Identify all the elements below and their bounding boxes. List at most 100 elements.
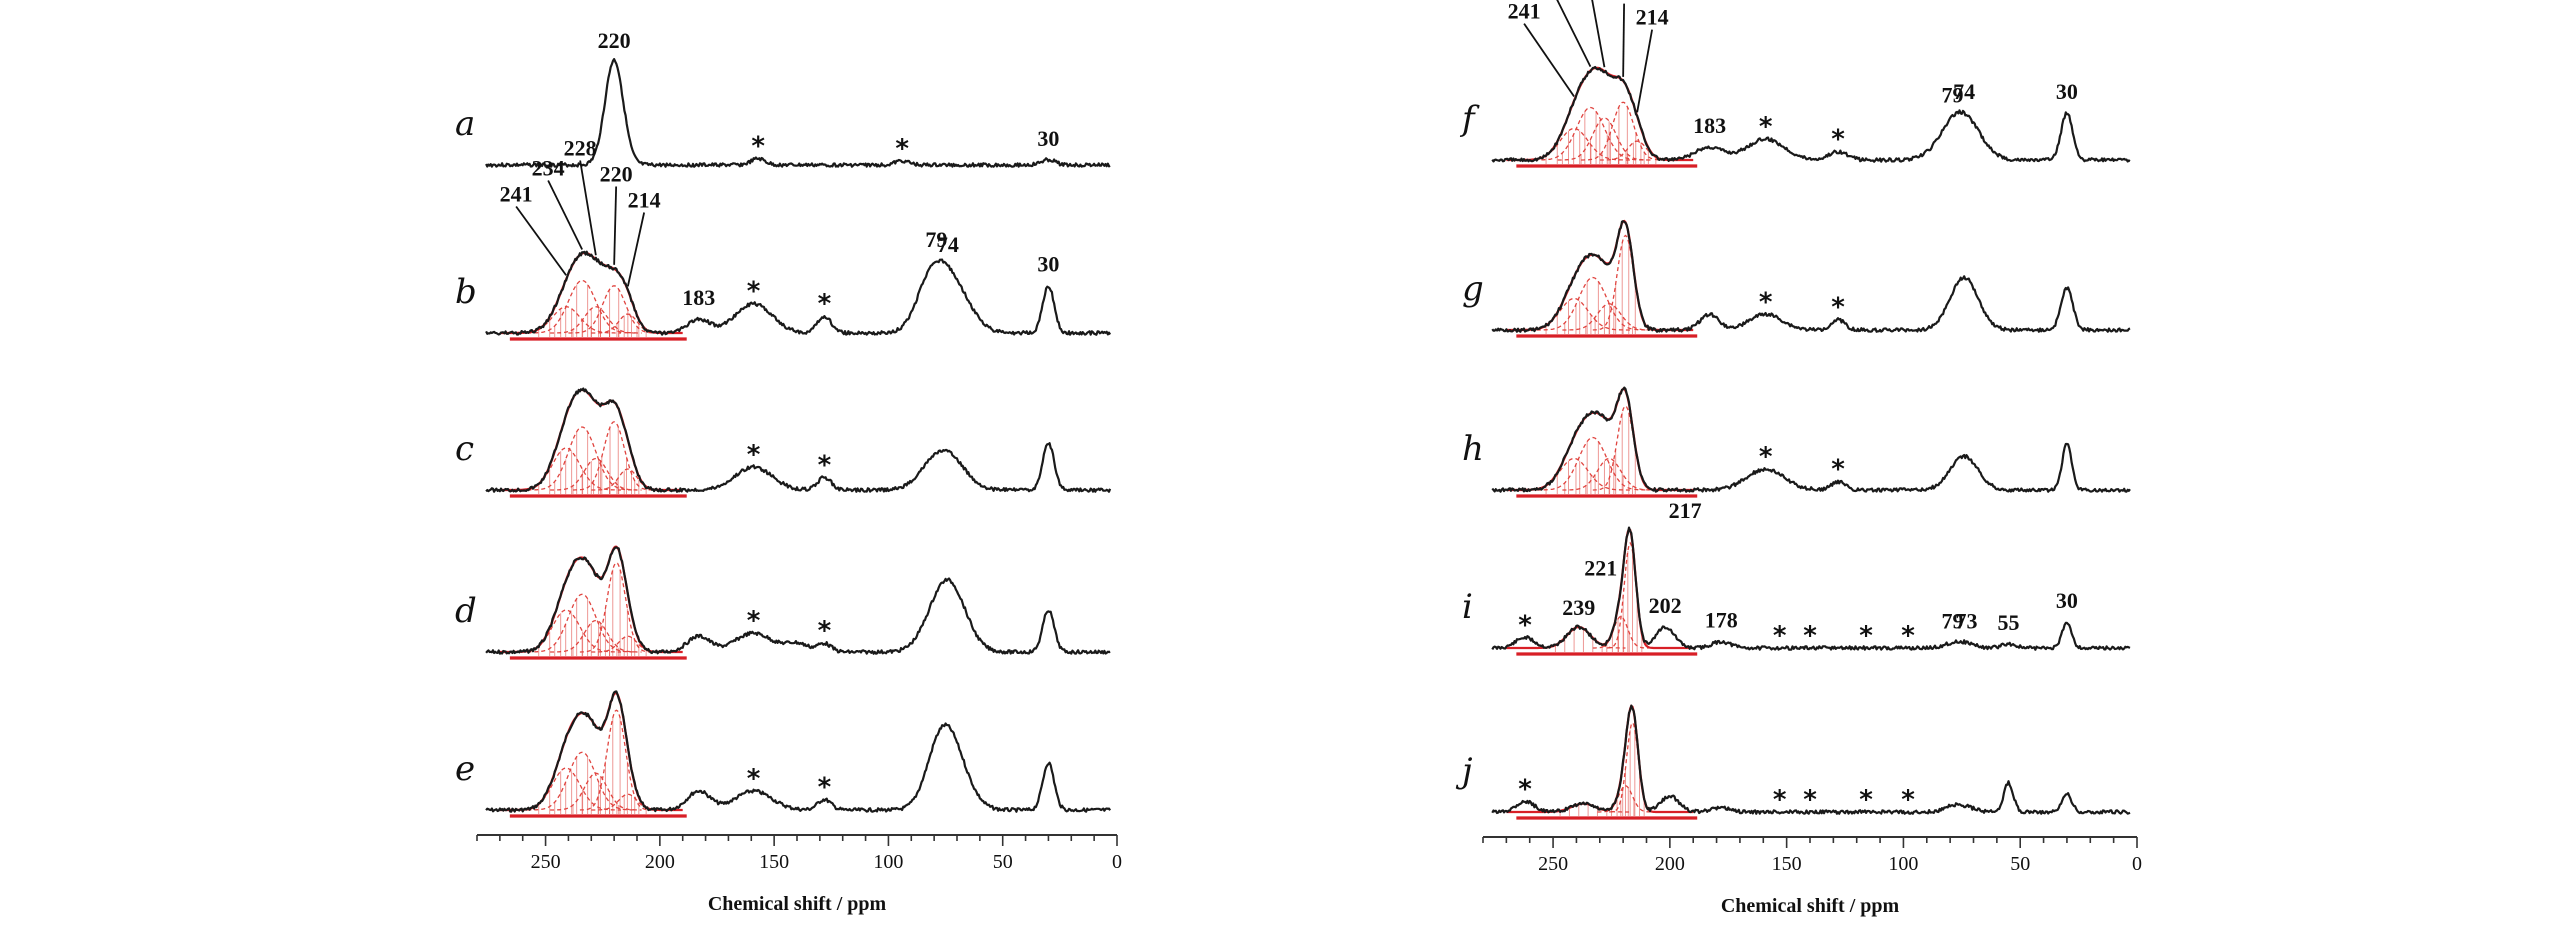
peak-label-228: 228	[564, 135, 597, 160]
sideband-star: *	[1803, 785, 1817, 815]
panel-label: i	[1462, 587, 1473, 627]
peak-label-30: 30	[2056, 79, 2078, 104]
sideband-star: *	[1859, 785, 1873, 815]
fit-envelope	[1506, 219, 1694, 332]
peak-leader	[626, 212, 646, 287]
sideband-star: *	[1831, 292, 1845, 322]
peak-label-183: 183	[1693, 113, 1726, 138]
x-tick-label: 150	[1772, 853, 1802, 875]
fit-component-221	[1592, 615, 1649, 649]
sideband-star: *	[818, 450, 832, 480]
spectrum-line	[1491, 386, 2131, 493]
fit-component-233	[1536, 436, 1649, 491]
peak-leader	[515, 205, 567, 276]
fit-component-234	[527, 426, 637, 491]
spectrum-line	[485, 58, 1111, 168]
x-tick-label: 100	[873, 851, 903, 873]
fit-component-233	[1536, 276, 1649, 331]
x-tick-label: 250	[531, 851, 561, 873]
fit-component-217	[1606, 541, 1654, 649]
fit-component-214	[591, 313, 665, 334]
fit-component-220	[1581, 101, 1666, 161]
x-tick-label: 150	[759, 851, 789, 873]
panel-label: b	[455, 272, 477, 312]
peak-label-241: 241	[500, 181, 533, 206]
sideband-star: *	[1859, 621, 1873, 651]
sideband-star: *	[818, 289, 832, 319]
peak-leader	[1523, 23, 1575, 97]
peak-label-241: 241	[1508, 0, 1541, 24]
sideband-star: *	[1518, 610, 1532, 640]
x-axis-title-left: Chemical shift / ppm	[708, 893, 887, 915]
spectrum-panel-g: g * *	[1462, 219, 2131, 338]
x-tick-label: 50	[993, 851, 1013, 873]
fit-component-228	[550, 772, 642, 811]
peak-label-55: 55	[1998, 610, 2020, 635]
peak-label-220: 220	[1608, 0, 1641, 4]
panel-label: a	[455, 104, 475, 144]
spectrum-line	[1491, 220, 2131, 333]
peak-label-202: 202	[1649, 593, 1682, 618]
x-axis: 250 200 150 100 50 0	[1482, 836, 2142, 875]
x-tick-label: 0	[2132, 853, 2142, 875]
x-axis-title-right: Chemical shift / ppm	[1721, 895, 1900, 917]
fit-component-228	[550, 457, 642, 491]
sideband-star: *	[1759, 442, 1773, 472]
fit-envelope	[1506, 387, 1694, 492]
sideband-star: *	[895, 134, 909, 164]
panel-label: g	[1462, 269, 1484, 309]
x-tick-label: 100	[1888, 853, 1918, 875]
x-tick-label: 50	[2010, 853, 2030, 875]
sideband-star: *	[751, 132, 765, 162]
spectrum-line	[485, 250, 1112, 336]
sideband-star: *	[1831, 455, 1845, 485]
fit-component-220	[573, 421, 656, 491]
spectrum-line	[485, 690, 1112, 813]
peak-label-220: 220	[600, 161, 633, 186]
peak-label-217: 217	[1669, 498, 1702, 523]
sideband-star: *	[1518, 774, 1532, 804]
peak-label-234: 234	[532, 155, 565, 180]
sideband-star: *	[747, 277, 761, 307]
spectrum-line	[1491, 526, 2131, 651]
spectrum-line	[485, 546, 1111, 655]
spectrum-panel-e: e * *	[455, 690, 1112, 818]
peak-leader	[613, 186, 618, 265]
peak-leader	[579, 160, 597, 256]
panel-label: j	[1455, 751, 1473, 791]
peak-label-214: 214	[628, 187, 661, 212]
spectrum-panel-c: c * *	[455, 387, 1112, 498]
peak-label-221: 221	[1584, 555, 1617, 580]
sideband-star: *	[747, 440, 761, 470]
fit-component-220	[568, 285, 660, 334]
peak-label-79: 79	[1941, 83, 1963, 108]
peak-label-30: 30	[2056, 588, 2078, 613]
fit-component-226	[1562, 457, 1656, 491]
spectrum-panel-j: j * * * * *	[1455, 704, 2131, 820]
peak-label-30: 30	[1037, 126, 1059, 151]
sideband-star: *	[1759, 112, 1773, 142]
peak-label-73: 73	[1955, 608, 1977, 633]
spectrum-line	[1491, 704, 2131, 815]
spectrum-panel-a: a * * 220 30	[455, 28, 1111, 168]
peak-label-183: 183	[682, 285, 715, 310]
x-tick-label: 0	[1112, 851, 1122, 873]
sideband-star: *	[1901, 621, 1915, 651]
peak-label-220: 220	[598, 28, 631, 53]
fit-component-228	[550, 306, 642, 334]
sideband-star: *	[818, 616, 832, 646]
peak-label-79: 79	[925, 227, 947, 252]
sideband-star: *	[1803, 621, 1817, 651]
panel-label: c	[455, 429, 474, 469]
sideband-star: *	[1773, 785, 1787, 815]
x-tick-label: 250	[1538, 853, 1568, 875]
spectrum-line	[1491, 65, 2131, 163]
peak-leader	[547, 180, 583, 250]
peak-leader	[1622, 3, 1625, 77]
spectrum-panel-h: h * *	[1462, 386, 2131, 498]
x-tick-label: 200	[645, 851, 675, 873]
